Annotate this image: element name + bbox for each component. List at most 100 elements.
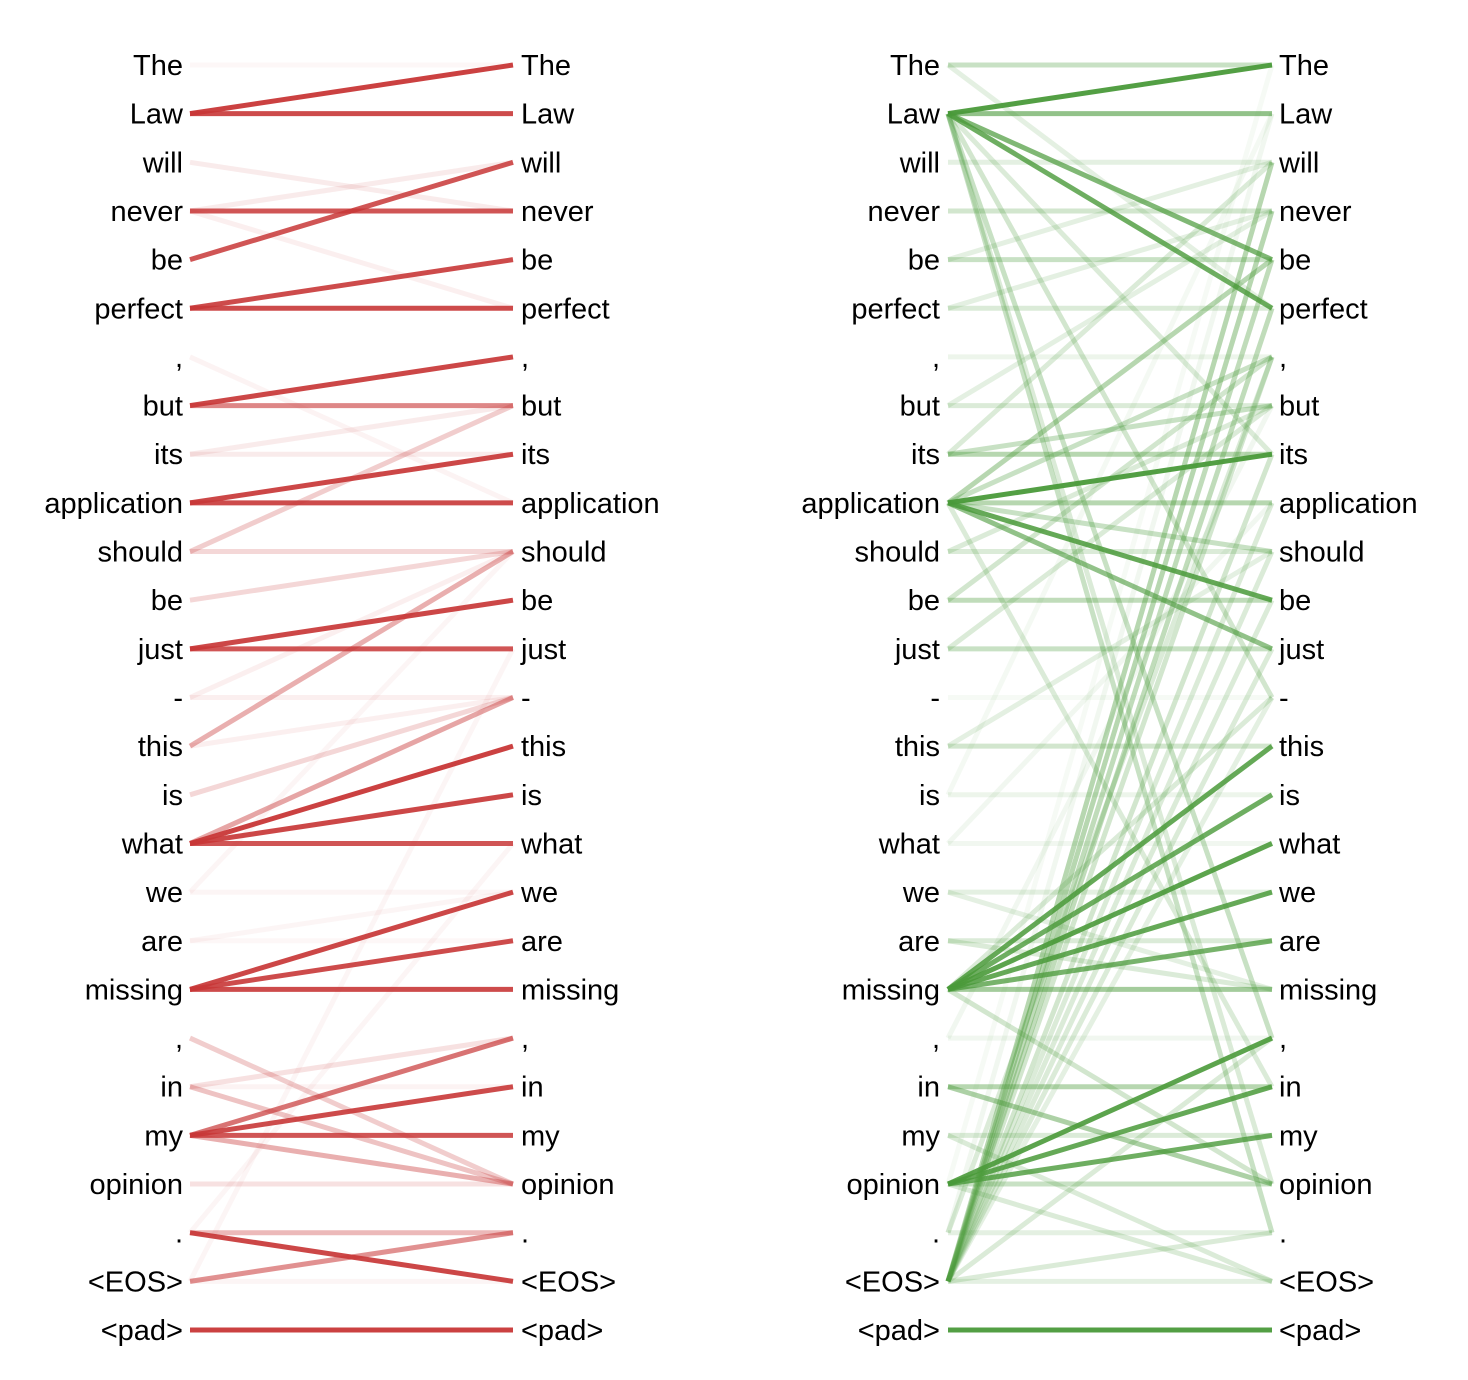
left-token-label: in [160, 1072, 183, 1104]
attention-link [188, 549, 515, 894]
left-token-label: will [142, 147, 183, 179]
attention-link [947, 500, 1273, 555]
left-token-label: is [162, 780, 183, 812]
left-token-label: are [141, 926, 183, 958]
attention-link [945, 501, 1275, 1283]
right-token-label: be [1279, 245, 1311, 277]
attention-link [946, 744, 1274, 992]
left-token-label: just [894, 634, 940, 666]
right-token-label: just [520, 634, 566, 666]
attention-link [947, 1230, 1273, 1284]
right-token-label: will [1278, 147, 1319, 179]
attention-link [189, 1230, 514, 1284]
left-token-label: but [900, 391, 940, 423]
attention-link [189, 1084, 514, 1138]
attention-link [947, 1084, 1273, 1187]
left-token-label: just [137, 634, 183, 666]
attention-link [189, 889, 514, 992]
attention-link [947, 208, 1273, 311]
left-token-label: this [138, 731, 183, 763]
right-token-label: this [521, 731, 566, 763]
attention-link [189, 354, 514, 409]
attention-link [945, 112, 1275, 1185]
attention-link [189, 451, 514, 506]
right-token-label: just [1278, 634, 1324, 666]
left-token-label: are [898, 926, 940, 958]
right-token-label: be [1279, 585, 1311, 617]
left-token-label: should [855, 537, 940, 569]
left-token-label: <EOS> [88, 1266, 183, 1298]
right-token-label: never [521, 196, 594, 228]
attention-link [946, 208, 1274, 408]
left-token-label: , [932, 1023, 940, 1055]
attention-link [945, 356, 1275, 1234]
left-token-label: what [121, 828, 183, 860]
right-token-label: is [521, 780, 542, 812]
right-token-label: we [520, 877, 558, 909]
attention-link [947, 451, 1273, 506]
attention-link [189, 792, 514, 846]
attention-link [945, 112, 1275, 796]
attention-link [946, 549, 1274, 749]
left-token-label: in [917, 1072, 940, 1104]
left-token-label: is [919, 780, 940, 812]
attention-link [946, 695, 1274, 992]
right-token-label: my [521, 1120, 560, 1152]
left-token-label: , [175, 342, 183, 374]
attention-link [189, 695, 514, 798]
right-token-label: <pad> [1279, 1315, 1361, 1347]
attention-link [945, 112, 1275, 699]
attention-link [946, 354, 1274, 506]
attention-link [189, 1035, 514, 1138]
right-token-label: what [1278, 828, 1340, 860]
attention-link [188, 354, 515, 506]
attention-link [945, 453, 1275, 1283]
right-token-label: , [1279, 342, 1287, 374]
left-token-label: missing [842, 974, 940, 1006]
right-token-label: this [1279, 731, 1324, 763]
attention-link [945, 112, 1275, 1234]
left-token-label: , [175, 1023, 183, 1055]
left-token-label: be [151, 585, 183, 617]
left-token-label: its [911, 439, 940, 471]
attention-link [946, 501, 1274, 846]
attention-link [189, 549, 514, 603]
green-panel: The The Law Law will will never never be be perfec… [801, 50, 1417, 1347]
right-token-label: application [521, 488, 660, 520]
attention-link [945, 356, 1275, 1283]
attention-link [946, 987, 1274, 1187]
left-token-label: should [98, 537, 183, 569]
right-token-label: be [521, 585, 553, 617]
left-token-label: application [801, 488, 940, 520]
attention-link [946, 403, 1274, 651]
left-token-label: perfect [94, 293, 183, 325]
attention-link [188, 549, 515, 749]
attention-link [189, 695, 514, 749]
left-token-label: <pad> [101, 1315, 183, 1347]
right-token-label: are [1279, 926, 1321, 958]
right-token-label: missing [1279, 974, 1377, 1006]
attention-link [189, 743, 514, 846]
left-token-label: what [878, 828, 940, 860]
right-token-label: Law [1279, 99, 1333, 131]
left-token-label: <pad> [858, 1315, 940, 1347]
right-token-label: Law [521, 99, 575, 131]
attention-link [946, 111, 1274, 311]
attention-link [946, 257, 1274, 505]
right-token-label: <EOS> [521, 1266, 616, 1298]
right-token-label: - [1279, 683, 1289, 715]
left-token-label: - [173, 683, 183, 715]
attention-link [189, 938, 514, 992]
attention-link [189, 62, 514, 117]
attention-link [946, 111, 1274, 456]
attention-link [946, 1035, 1274, 1187]
left-token-label: opinion [89, 1169, 183, 1201]
attention-link [945, 647, 1275, 1283]
left-token-label: perfect [851, 293, 940, 325]
left-token-label: we [145, 877, 183, 909]
left-token-label: application [44, 488, 183, 520]
right-token-label: its [1279, 439, 1308, 471]
attention-link [189, 1035, 514, 1090]
attention-link [945, 599, 1275, 1283]
